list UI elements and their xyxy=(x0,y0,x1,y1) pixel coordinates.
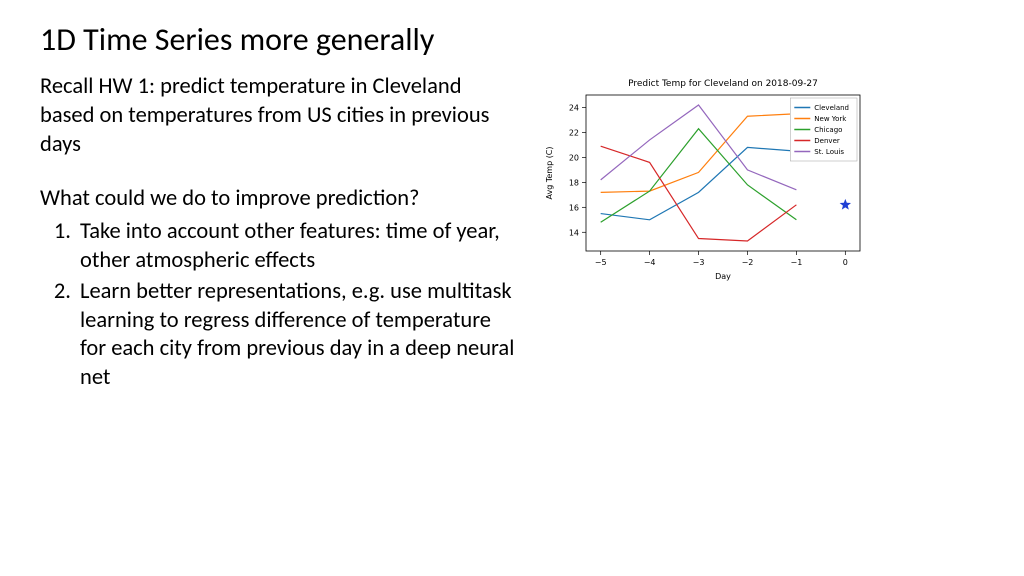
svg-text:−1: −1 xyxy=(790,258,802,267)
subheading: What could we do to improve prediction? xyxy=(40,185,520,214)
svg-text:Day: Day xyxy=(715,272,731,281)
chart-column: Predict Temp for Cleveland on 2018-09-27… xyxy=(540,73,870,395)
svg-text:16: 16 xyxy=(569,203,579,212)
svg-text:New York: New York xyxy=(814,115,847,123)
svg-text:20: 20 xyxy=(569,153,579,162)
list-item: Take into account other features: time o… xyxy=(76,218,520,276)
svg-text:−4: −4 xyxy=(644,258,656,267)
svg-text:Predict Temp for Cleveland on: Predict Temp for Cleveland on 2018-09-27 xyxy=(628,79,818,89)
text-column: Recall HW 1: predict temperature in Clev… xyxy=(40,73,520,395)
svg-text:Chicago: Chicago xyxy=(814,126,842,134)
svg-text:0: 0 xyxy=(843,258,848,267)
svg-text:18: 18 xyxy=(569,178,579,187)
svg-text:Cleveland: Cleveland xyxy=(814,104,849,112)
svg-text:24: 24 xyxy=(569,103,579,112)
svg-text:−2: −2 xyxy=(742,258,754,267)
line-chart: Predict Temp for Cleveland on 2018-09-27… xyxy=(540,73,870,283)
slide: 1D Time Series more generally Recall HW … xyxy=(0,0,1024,576)
svg-text:Avg Temp (C): Avg Temp (C) xyxy=(545,146,554,199)
chart-svg: Predict Temp for Cleveland on 2018-09-27… xyxy=(540,73,870,283)
svg-text:−5: −5 xyxy=(595,258,607,267)
svg-text:St. Louis: St. Louis xyxy=(814,148,844,156)
list-item: Learn better representations, e.g. use m… xyxy=(76,278,520,393)
svg-text:Denver: Denver xyxy=(814,137,840,145)
bullet-list: Take into account other features: time o… xyxy=(40,218,520,393)
svg-text:−3: −3 xyxy=(693,258,705,267)
intro-paragraph: Recall HW 1: predict temperature in Clev… xyxy=(40,73,520,159)
svg-text:14: 14 xyxy=(569,228,579,237)
svg-text:22: 22 xyxy=(569,128,579,137)
slide-title: 1D Time Series more generally xyxy=(40,20,984,59)
content-row: Recall HW 1: predict temperature in Clev… xyxy=(40,73,984,395)
